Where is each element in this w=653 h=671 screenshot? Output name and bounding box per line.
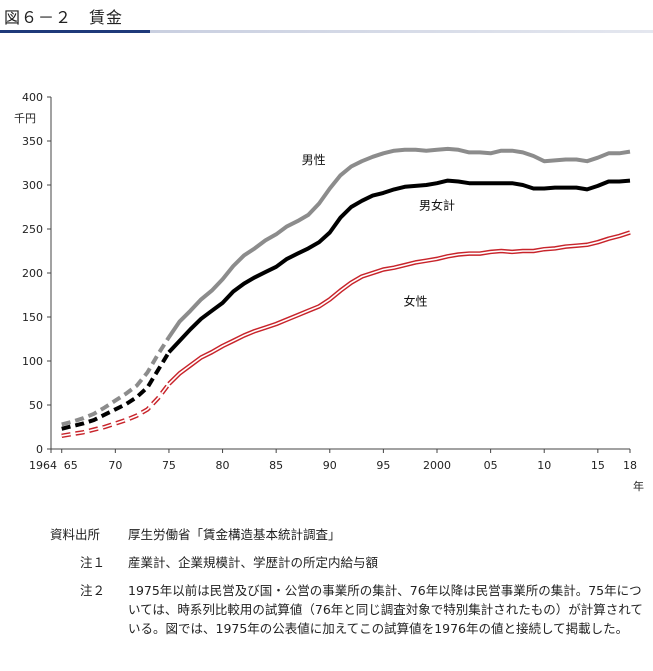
x-axis-unit: 年 bbox=[633, 479, 644, 493]
series-line bbox=[167, 230, 631, 386]
series-male bbox=[61, 146, 631, 427]
note-text: 厚生労働省「賃金構造基本統計調査」 bbox=[128, 527, 341, 542]
series-line-dashed bbox=[61, 336, 171, 427]
note-key: 注１ bbox=[80, 555, 106, 570]
x-tick-label: 90 bbox=[323, 459, 337, 472]
series-label: 男性 bbox=[302, 153, 326, 167]
note-source: 資料出所 厚生労働省「賃金構造基本統計調査」 bbox=[50, 525, 650, 544]
series-total bbox=[61, 178, 631, 431]
x-tick-label: 85 bbox=[269, 459, 283, 472]
note-text: 産業計、企業規模計、学歴計の所定内給与額 bbox=[128, 555, 379, 570]
x-tick-label: 75 bbox=[162, 459, 176, 472]
chart-axes bbox=[50, 97, 630, 450]
y-tick-label: 400 bbox=[22, 91, 43, 104]
x-tick-label: 05 bbox=[484, 459, 498, 472]
x-tick-label: 95 bbox=[376, 459, 390, 472]
x-tick-label: 65 bbox=[64, 459, 78, 472]
y-tick-label: 250 bbox=[22, 223, 43, 236]
x-tick-label: 70 bbox=[108, 459, 122, 472]
note-key: 注２ bbox=[80, 583, 106, 598]
note-key: 資料出所 bbox=[50, 527, 101, 542]
x-tick-label: 10 bbox=[537, 459, 551, 472]
series-line-dashed bbox=[61, 351, 171, 431]
y-tick-label: 150 bbox=[22, 311, 43, 324]
y-axis-unit: 千円 bbox=[14, 112, 36, 125]
y-tick-label: 300 bbox=[22, 179, 43, 192]
y-tick-label: 200 bbox=[22, 267, 43, 280]
y-tick-label: 100 bbox=[22, 355, 43, 368]
x-tick-label: 80 bbox=[216, 459, 230, 472]
series-line bbox=[167, 178, 631, 354]
note-text: 1975年以前は民営及び国・公営の事業所の集計、76年以降は民営事業所の集計。7… bbox=[128, 583, 643, 636]
chart-series bbox=[61, 146, 631, 439]
y-tick-label: 0 bbox=[36, 443, 43, 456]
page-title: 図６－２ 賃金 bbox=[4, 8, 124, 27]
y-axis-ticks: 0 50 100 150 200 250 300 350 400 bbox=[22, 91, 51, 456]
y-tick-label: 350 bbox=[22, 135, 43, 148]
x-axis-ticks: 1964 65 70 75 80 85 90 95 2000 05 10 15 18 bbox=[29, 449, 637, 472]
x-tick-label: 2000 bbox=[423, 459, 451, 472]
series-line-inner bbox=[168, 231, 631, 385]
y-tick-label: 50 bbox=[29, 399, 43, 412]
note-1: 注１ 産業計、企業規模計、学歴計の所定内給与額 bbox=[50, 553, 650, 572]
x-tick-label: 18 bbox=[623, 459, 637, 472]
series-line bbox=[167, 146, 631, 339]
x-tick-label: 1964 bbox=[29, 459, 57, 472]
note-2: 注２ 1975年以前は民営及び国・公営の事業所の集計、76年以降は民営事業所の集… bbox=[50, 581, 650, 638]
series-line-dashed-inner bbox=[61, 383, 170, 437]
title-underline bbox=[0, 30, 653, 33]
notes-section: 資料出所 厚生労働省「賃金構造基本統計調査」 注１ 産業計、企業規模計、学歴計の… bbox=[50, 525, 650, 647]
series-label: 男女計 bbox=[419, 198, 455, 213]
x-tick-label: 15 bbox=[591, 459, 605, 472]
series-label: 女性 bbox=[404, 294, 428, 309]
series-female bbox=[61, 230, 631, 439]
